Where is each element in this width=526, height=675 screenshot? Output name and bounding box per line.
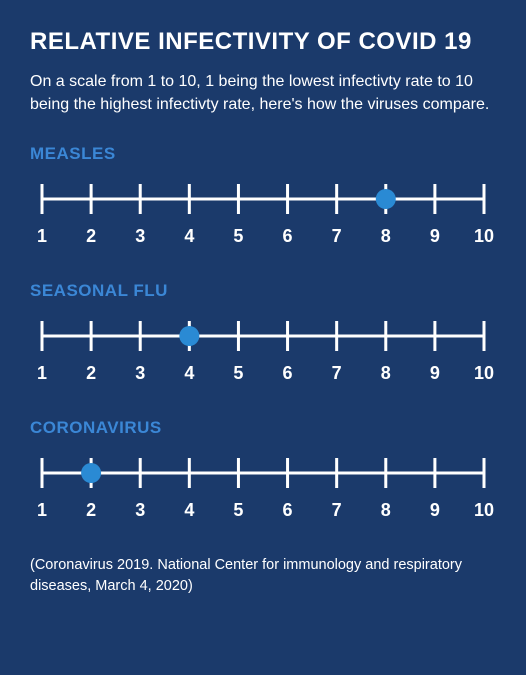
tick-label: 8 bbox=[374, 363, 398, 384]
tick-label: 5 bbox=[226, 500, 250, 521]
value-marker bbox=[179, 326, 199, 346]
tick-label: 8 bbox=[374, 500, 398, 521]
scale-svg bbox=[38, 182, 488, 216]
scale-wrap bbox=[38, 319, 488, 353]
series-label: CORONAVIRUS bbox=[30, 418, 496, 438]
scale-tick-labels: 1 2 3 4 5 6 7 8 9 10 bbox=[30, 500, 496, 521]
tick-label: 4 bbox=[177, 500, 201, 521]
tick-label: 1 bbox=[30, 363, 54, 384]
scale-svg bbox=[38, 456, 488, 490]
scale-svg bbox=[38, 319, 488, 353]
tick-label: 4 bbox=[177, 363, 201, 384]
tick-label: 3 bbox=[128, 500, 152, 521]
tick-label: 2 bbox=[79, 226, 103, 247]
series-label: SEASONAL FLU bbox=[30, 281, 496, 301]
scale-tick-labels: 1 2 3 4 5 6 7 8 9 10 bbox=[30, 226, 496, 247]
tick-label: 1 bbox=[30, 500, 54, 521]
scale-wrap bbox=[38, 182, 488, 216]
tick-label: 5 bbox=[226, 363, 250, 384]
tick-label: 3 bbox=[128, 226, 152, 247]
value-marker bbox=[81, 463, 101, 483]
tick-label: 10 bbox=[472, 500, 496, 521]
tick-label: 9 bbox=[423, 226, 447, 247]
tick-label: 6 bbox=[276, 363, 300, 384]
series-label: MEASLES bbox=[30, 144, 496, 164]
tick-label: 7 bbox=[325, 226, 349, 247]
tick-label: 10 bbox=[472, 363, 496, 384]
scale-tick-labels: 1 2 3 4 5 6 7 8 9 10 bbox=[30, 363, 496, 384]
tick-label: 7 bbox=[325, 500, 349, 521]
subtitle: On a scale from 1 to 10, 1 being the low… bbox=[30, 70, 490, 116]
tick-label: 10 bbox=[472, 226, 496, 247]
tick-label: 1 bbox=[30, 226, 54, 247]
tick-label: 2 bbox=[79, 363, 103, 384]
series-block: CORONAVIRUS 1 2 3 4 5 6 7 8 9 10 bbox=[30, 418, 496, 521]
tick-label: 8 bbox=[374, 226, 398, 247]
tick-label: 9 bbox=[423, 363, 447, 384]
tick-label: 9 bbox=[423, 500, 447, 521]
tick-label: 6 bbox=[276, 500, 300, 521]
series-container: MEASLES12345678910SEASONAL FLU1234567891… bbox=[30, 144, 496, 521]
tick-label: 2 bbox=[79, 500, 103, 521]
series-block: MEASLES 1 2 3 4 5 6 7 8 9 10 bbox=[30, 144, 496, 247]
series-block: SEASONAL FLU 1 2 3 4 5 6 7 8 9 10 bbox=[30, 281, 496, 384]
tick-label: 6 bbox=[276, 226, 300, 247]
tick-label: 3 bbox=[128, 363, 152, 384]
tick-label: 7 bbox=[325, 363, 349, 384]
page-title: RELATIVE INFECTIVITY OF COVID 19 bbox=[30, 28, 496, 56]
value-marker bbox=[376, 189, 396, 209]
tick-label: 4 bbox=[177, 226, 201, 247]
scale-wrap bbox=[38, 456, 488, 490]
source-citation: (Coronavirus 2019. National Center for i… bbox=[30, 555, 496, 596]
tick-label: 5 bbox=[226, 226, 250, 247]
